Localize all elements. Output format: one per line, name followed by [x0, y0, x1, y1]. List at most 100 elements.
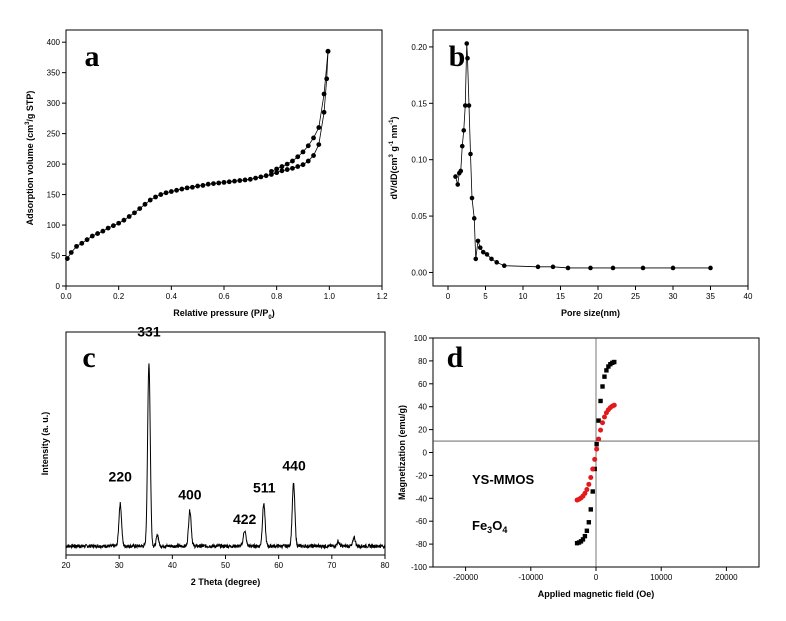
data-point-a [126, 214, 132, 219]
data-point-a [311, 153, 316, 158]
x-tick-label-d: -10000 [518, 573, 543, 582]
data-point-ys-mmos [598, 427, 604, 433]
chart-b: 0 5 10 15 20 25 30 35 40 0.00 0.05 0.10 0.15 0.20 b Por… [389, 29, 753, 318]
data-point-b [477, 245, 483, 250]
data-point-a [284, 167, 290, 172]
data-point-a [163, 190, 169, 196]
data-point-a [221, 179, 227, 185]
y-tick-label-a: 0 [56, 282, 61, 291]
data-point-a [179, 186, 185, 192]
data-point-b [501, 263, 507, 269]
y-tick-label-d: 60 [418, 380, 427, 389]
data-point-a [279, 164, 285, 169]
peak-label-422: 422 [233, 511, 257, 527]
data-point-a [184, 185, 190, 191]
xrd-pattern-line [65, 363, 386, 550]
data-point-b [466, 103, 472, 108]
y-tick-label-a: 400 [47, 38, 61, 47]
series-label-ys-mmos: YS-MMOS [472, 472, 534, 487]
panel-label-a: a [85, 40, 100, 73]
y-axis-label-c: Intensity (a. u.) [40, 412, 50, 476]
data-point-a [300, 162, 306, 168]
data-point-a [274, 166, 280, 172]
chart-a: 0.0 0.2 0.4 0.6 0.8 1.0 1.2 0 50 100 150 200 250 300 3… [25, 29, 388, 321]
data-point-a [84, 237, 90, 243]
x-tick-label-a: 1.2 [376, 292, 388, 301]
x-axis-label-a: Relative pressure (P/P0) [173, 308, 274, 321]
data-point-a [205, 181, 211, 187]
data-point-a [226, 179, 232, 185]
y-tick-label-b: 0.00 [411, 268, 427, 277]
data-point-a [305, 143, 311, 149]
peak-label-331: 331 [137, 323, 161, 339]
x-tick-label-c: 40 [168, 561, 177, 570]
y-tick-label-d: -20 [415, 471, 427, 480]
data-point-a [105, 225, 111, 231]
x-tick-label-c: 70 [327, 561, 336, 570]
data-point-b [475, 238, 481, 244]
y-axis-label-b: dV/dD(cm3 g-1 nm-1) [389, 116, 399, 199]
data-point-fe3o4 [588, 507, 593, 512]
peak-label-440: 440 [282, 457, 306, 473]
data-point-a [190, 184, 195, 190]
data-point-fe3o4 [590, 489, 595, 494]
data-point-a [325, 48, 331, 54]
data-point-fe3o4 [594, 441, 599, 447]
data-point-a [274, 170, 280, 176]
x-tick-label-b: 5 [483, 292, 488, 301]
data-point-a [305, 158, 311, 164]
x-tick-label-d: 0 [594, 573, 599, 582]
x-axis-label-d: Applied magnetic field (Oe) [538, 589, 655, 599]
data-point-b [473, 256, 479, 262]
y-tick-label-b: 0.10 [411, 156, 427, 165]
panel-label-d: d [447, 341, 464, 374]
data-point-b [484, 252, 490, 257]
data-point-a [269, 169, 274, 174]
x-tick-label-b: 10 [519, 292, 528, 301]
data-point-fe3o4 [600, 384, 605, 389]
y-tick-label-a: 300 [47, 99, 61, 108]
peak-label-511: 511 [253, 480, 276, 496]
data-point-ys-mmos [611, 402, 617, 408]
data-point-a [121, 217, 127, 223]
x-tick-label-d: 10000 [650, 573, 673, 582]
data-point-b [458, 168, 464, 174]
data-point-ys-mmos [592, 456, 598, 462]
x-axis-label-b: Pore size(nm) [561, 308, 620, 318]
data-point-a [316, 125, 322, 130]
y-tick-label-d: -100 [411, 563, 428, 572]
data-point-a [74, 243, 79, 249]
data-point-fe3o4 [606, 364, 611, 369]
data-point-b [550, 264, 556, 270]
x-tick-label-c: 20 [62, 561, 71, 570]
x-tick-label-b: 0 [446, 292, 451, 301]
data-point-a [111, 223, 116, 229]
x-tick-label-c: 50 [221, 561, 230, 570]
data-point-fe3o4 [584, 528, 590, 533]
x-tick-label-c: 30 [115, 561, 124, 570]
peak-label-400: 400 [178, 486, 202, 502]
data-point-fe3o4 [582, 533, 588, 539]
data-point-a [64, 256, 70, 261]
x-axis-label-c: 2 Theta (degree) [191, 577, 261, 587]
data-point-a [95, 231, 100, 236]
series-line-a-1 [271, 51, 329, 172]
y-tick-label-d: 0 [423, 449, 428, 458]
data-point-a [247, 176, 253, 182]
data-point-a [137, 206, 143, 211]
data-point-b [471, 216, 477, 221]
data-point-fe3o4 [604, 368, 609, 373]
data-point-ys-mmos [596, 436, 602, 442]
peak-label-220: 220 [109, 468, 133, 484]
x-tick-label-c: 60 [274, 561, 283, 570]
data-point-b [708, 265, 713, 271]
data-point-fe3o4 [612, 359, 617, 365]
x-tick-label-a: 0.4 [166, 292, 178, 301]
data-point-a [142, 201, 148, 207]
data-point-a [168, 189, 174, 194]
data-point-a [147, 197, 153, 203]
y-tick-label-d: -40 [415, 494, 427, 503]
series-line-a-0 [66, 51, 329, 259]
data-point-fe3o4 [602, 374, 607, 379]
series-line-b [455, 43, 711, 269]
